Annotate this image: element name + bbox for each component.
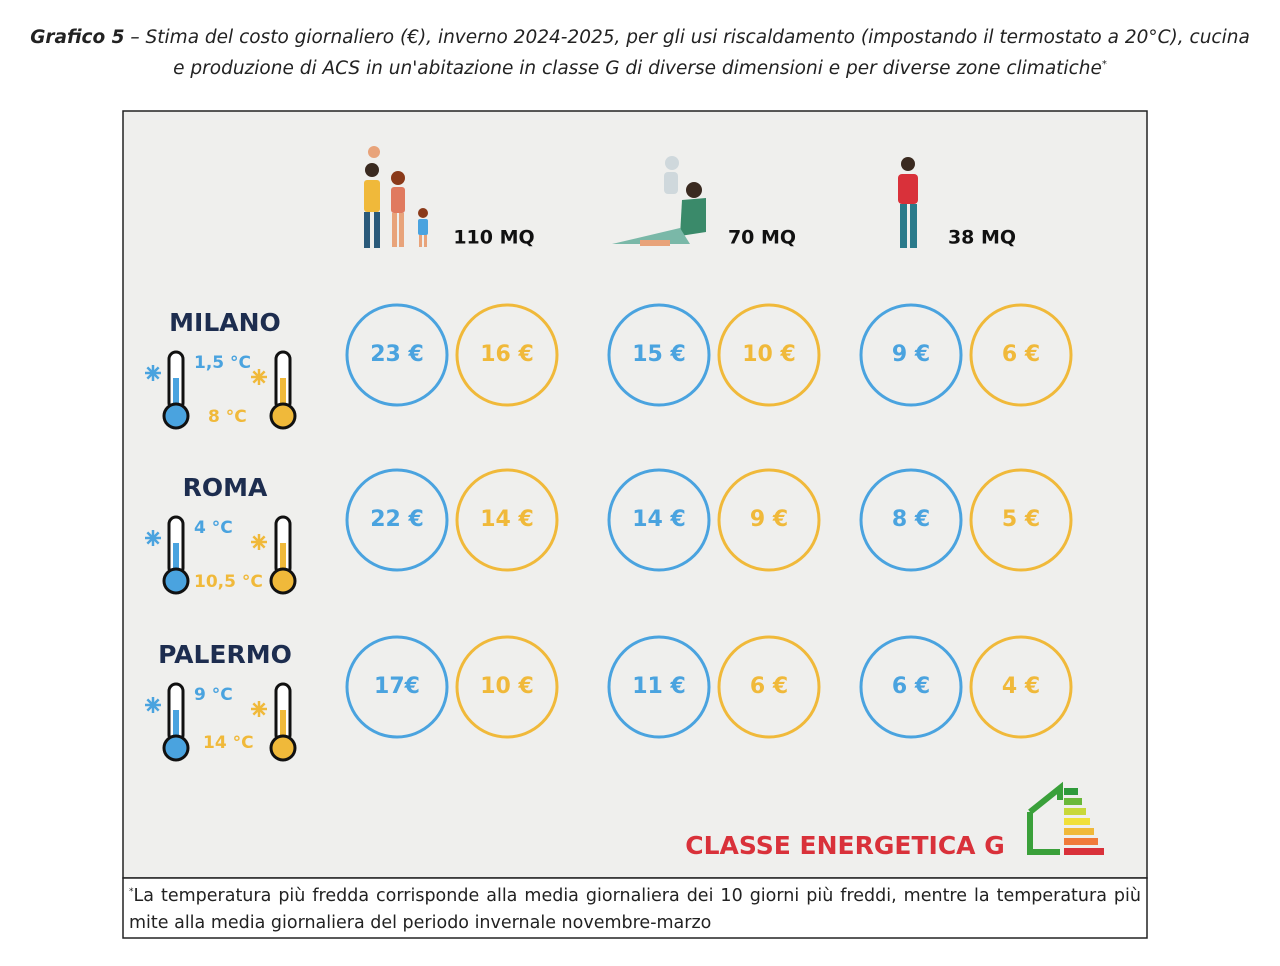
thermometer-level [173,710,179,742]
cost-mild: 4 € [1002,674,1040,699]
cold-temp: 4 °C [194,518,233,538]
mild-temp: 10,5 °C [194,572,263,592]
note-mark: * [1101,59,1107,70]
star-icon [252,370,266,384]
cost-circle [859,635,963,739]
cost-circle [455,303,559,407]
mild-temp: 8 °C [208,407,247,427]
cost-cold: 17€ [374,674,420,699]
footnote-box [122,877,1148,939]
cost-cold: 11 € [632,674,686,699]
cold-temp: 9 °C [194,685,233,705]
cost-circle [969,303,1073,407]
cost-mild: 16 € [480,342,534,367]
cost-circle [717,303,821,407]
thermometer-level [280,378,286,410]
thermometer-level [280,543,286,575]
footnote: *La temperatura più fredda corrisponde a… [123,879,1147,937]
thermometer-bulb [269,567,297,595]
thermometer-bulb [162,734,190,762]
energy-class-icon [1027,781,1104,855]
footnote-text: La temperatura più fredda corrisponde al… [129,885,1141,933]
mild-temp: 14 °C [203,733,254,753]
star-icon [252,702,266,716]
cost-circle [345,635,449,739]
city: PALERMO [158,640,292,669]
thermometer-bulb [162,567,190,595]
column-label: 70 MQ [728,227,796,249]
cost-circle [859,303,963,407]
cost-circle [969,468,1073,572]
cost-cold: 22 € [370,507,424,532]
cost-circle [345,303,449,407]
cost-cold: 23 € [370,342,424,367]
cost-mild: 5 € [1002,507,1040,532]
footnote-mark: * [129,887,134,897]
thermometer-level [173,543,179,575]
star-icon [146,531,160,545]
cost-cold: 8 € [892,507,930,532]
title: Grafico 5 – Stima del costo giornaliero … [30,24,1250,82]
star-icon [146,366,160,380]
column-label: 38 MQ [948,227,1016,249]
cost-circle [345,468,449,572]
cost-circle [969,635,1073,739]
cost-circle [607,468,711,572]
cost-circle [717,468,821,572]
thermometer-bulb [269,734,297,762]
cost-mild: 9 € [750,507,788,532]
star-icon [146,698,160,712]
parent-child-icon [612,156,706,246]
title-label: Grafico 5 [30,27,125,48]
thermometer-level [280,710,286,742]
cold-temp: 1,5 °C [194,353,251,373]
cost-circle [607,303,711,407]
column-label: 110 MQ [453,227,534,249]
cost-circle [455,468,559,572]
cost-cold: 6 € [892,674,930,699]
cost-circle [859,468,963,572]
title-text: – Stima del costo giornaliero (€), inver… [124,27,1250,80]
cost-mild: 14 € [480,507,534,532]
cost-circle [717,635,821,739]
cost-mild: 6 € [1002,342,1040,367]
city: MILANO [169,308,281,337]
thermometer-bulb [162,402,190,430]
single-person-icon [898,157,918,248]
star-icon [252,535,266,549]
cost-circle [455,635,559,739]
family-icon [364,146,428,248]
energy-class: CLASSE ENERGETICA G [685,831,1005,860]
cost-cold: 14 € [632,507,686,532]
cost-mild: 10 € [742,342,796,367]
thermometer-level [173,378,179,410]
cost-mild: 6 € [750,674,788,699]
cost-mild: 10 € [480,674,534,699]
cost-cold: 15 € [632,342,686,367]
cost-circle [607,635,711,739]
thermometer-bulb [269,402,297,430]
cost-cold: 9 € [892,342,930,367]
city: ROMA [183,473,268,502]
